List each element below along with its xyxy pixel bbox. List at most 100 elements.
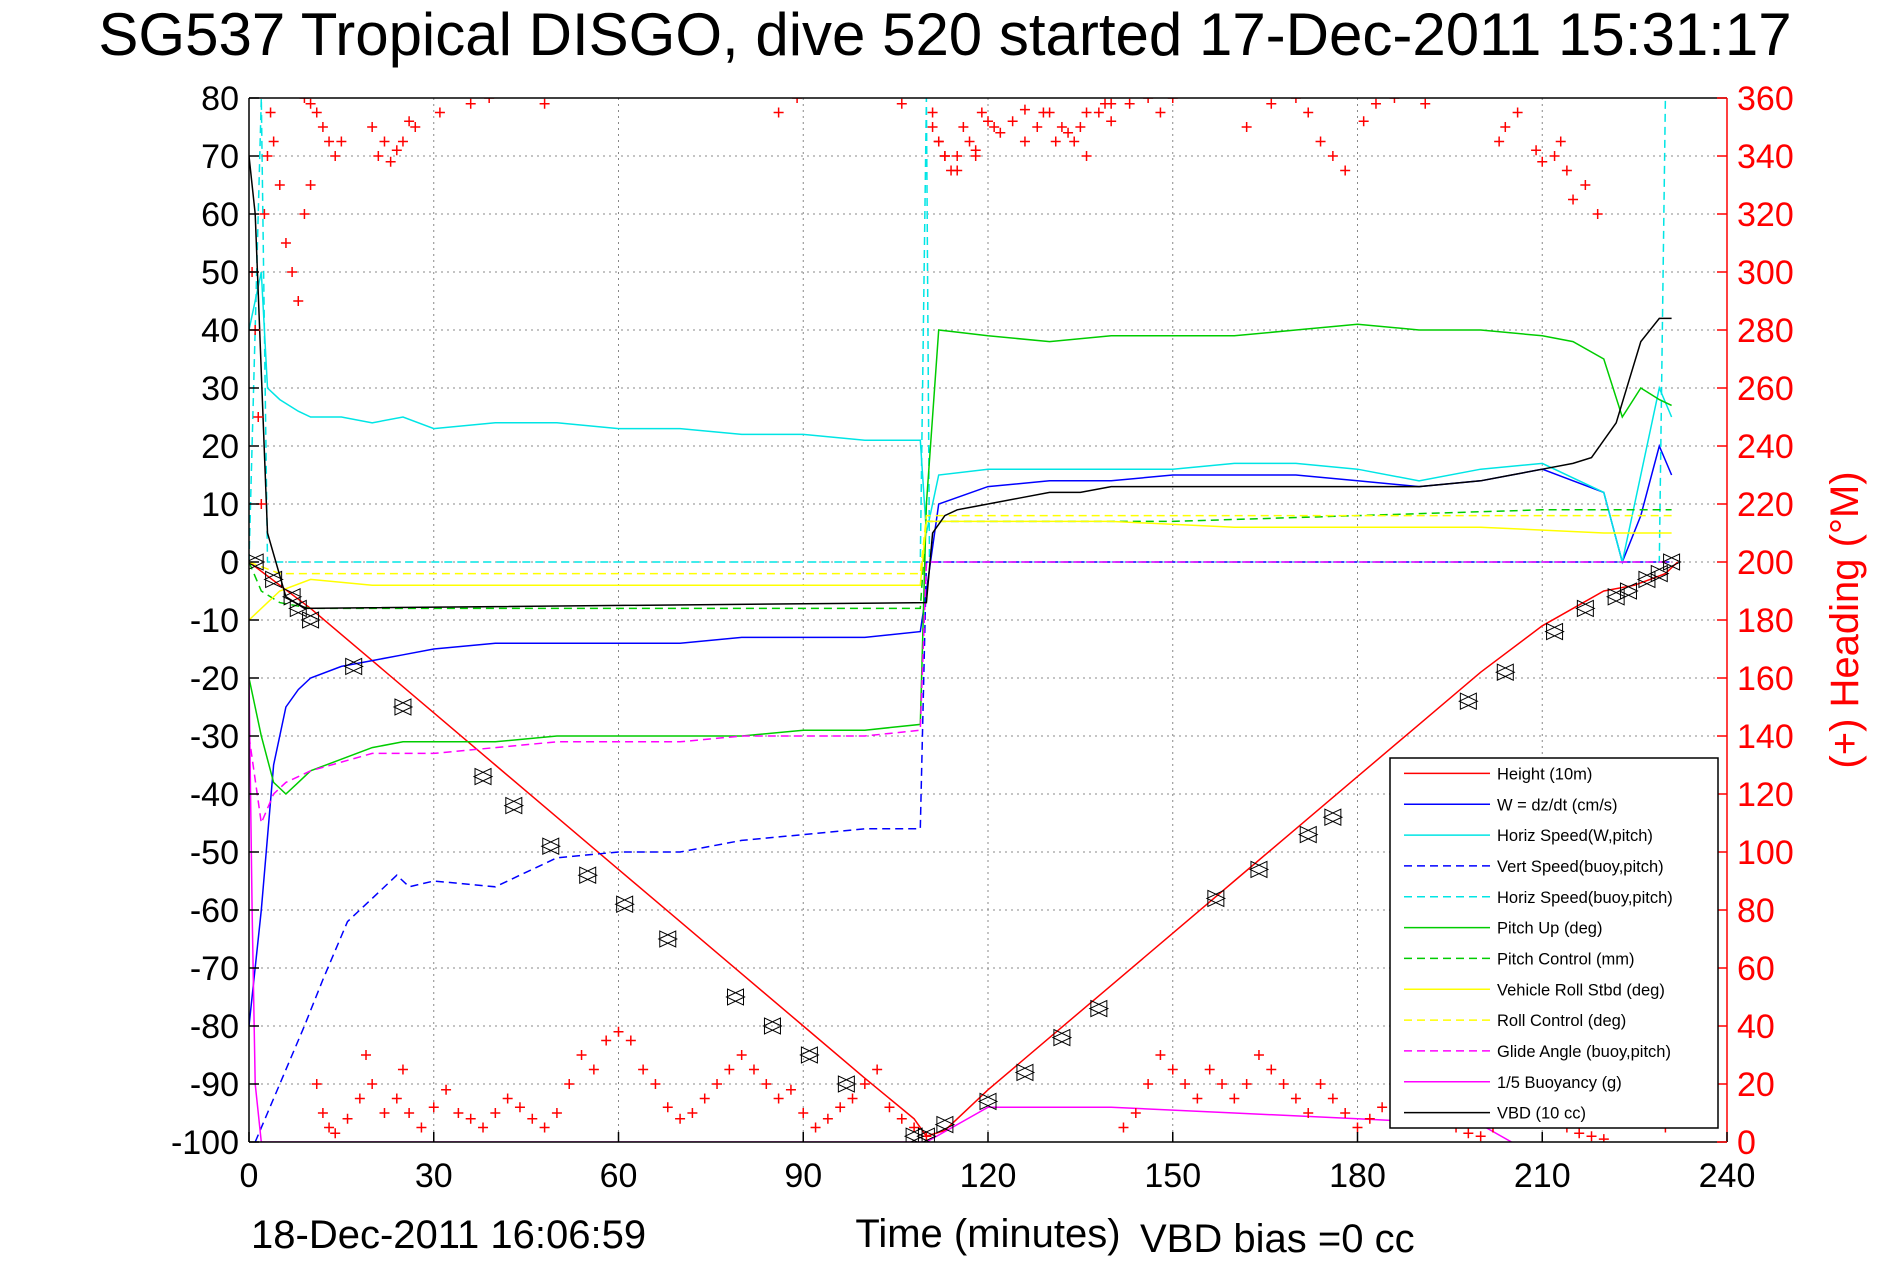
heading-point [367, 122, 378, 132]
heading-point [1266, 98, 1277, 109]
y-tick-label: -90 [190, 1066, 239, 1104]
heading-point [1143, 98, 1154, 103]
legend-label: Height (10m) [1497, 765, 1592, 783]
legend-label: Pitch Control (mm) [1497, 950, 1635, 968]
heading-point [1303, 107, 1314, 118]
heading-point [896, 98, 907, 109]
heading-point [391, 1093, 402, 1104]
heading-point [311, 1079, 322, 1089]
heading-point [299, 209, 310, 219]
x-axis-label: Time (minutes) [855, 1212, 1120, 1256]
glider-marker [1458, 692, 1479, 710]
heading-point [872, 1064, 883, 1075]
heading-point [1081, 107, 1092, 118]
glider-marker [1322, 808, 1344, 826]
heading-point [1050, 136, 1061, 147]
heading-point [1143, 1079, 1154, 1089]
tick-labels: 0 30 60 90 120 150 180 210 24080706050403020100-… [171, 80, 1794, 1195]
glider-marker [1618, 582, 1639, 600]
heading-point [410, 122, 421, 132]
heading-point [1580, 180, 1591, 190]
heading-point [1315, 136, 1326, 147]
heading-point [1586, 1131, 1597, 1142]
heading-point [958, 122, 969, 132]
heading-point [367, 1079, 378, 1089]
series-line [249, 98, 1667, 563]
heading-point [564, 1079, 575, 1089]
heading-point [1266, 1064, 1277, 1075]
heading-point [1192, 1093, 1203, 1104]
heading-point [576, 1050, 587, 1060]
x-tick-label: 240 [1699, 1157, 1756, 1195]
legend-label: W = dz/dt (cm/s) [1497, 796, 1618, 814]
y2-tick-label: 200 [1737, 544, 1794, 582]
heading-point [1549, 151, 1560, 161]
vbd-bias-note: VBD bias =0 cc [1140, 1217, 1415, 1261]
x-tick-label: 180 [1329, 1157, 1386, 1195]
heading-point [976, 107, 987, 118]
glider-marker [1495, 663, 1516, 681]
axes [248, 97, 1728, 1143]
heading-point [1290, 1093, 1301, 1104]
heading-point [385, 156, 396, 167]
heading-point [465, 1113, 476, 1124]
heading-point [293, 296, 304, 306]
heading-point [416, 1122, 427, 1133]
heading-point [502, 1093, 513, 1104]
heading-point [490, 1108, 501, 1118]
heading-point [342, 1113, 353, 1124]
heading-point [1106, 116, 1117, 127]
heading-point [699, 1093, 710, 1104]
heading-point [1389, 98, 1400, 103]
y-tick-label: 40 [201, 312, 239, 350]
heading-point [1327, 151, 1338, 161]
heading-point [1081, 151, 1092, 161]
glider-marker [799, 1046, 820, 1064]
y-tick-label: 30 [201, 370, 239, 408]
right-axis-label: (+) Heading (°M) [1823, 471, 1867, 768]
heading-point [810, 1122, 821, 1133]
glider-marker [1661, 553, 1682, 571]
glider-marker [725, 988, 746, 1006]
heading-point [1038, 107, 1049, 118]
y2-tick-label: 240 [1737, 428, 1794, 466]
heading-point [330, 151, 341, 161]
heading-point [305, 180, 316, 190]
heading-point [964, 136, 975, 147]
heading-point [1598, 1134, 1609, 1142]
glider-marker [614, 895, 635, 913]
x-tick-label: 120 [960, 1157, 1017, 1195]
glider-marker [1014, 1063, 1036, 1082]
heading-point [1229, 1093, 1240, 1104]
y-tick-label: -100 [171, 1124, 239, 1162]
legend-box [1389, 757, 1719, 1129]
heading-point [1352, 1122, 1363, 1133]
heading-point [675, 1113, 686, 1124]
heading-point [1069, 136, 1080, 147]
heading-point [397, 1064, 408, 1075]
heading-point [1278, 1079, 1289, 1089]
heading-point [280, 238, 291, 248]
heading-point [1340, 165, 1351, 176]
heading-point [1019, 136, 1030, 147]
heading-point [434, 107, 445, 118]
heading-point [404, 1108, 415, 1118]
legend-label: Vehicle Roll Stbd (deg) [1497, 981, 1665, 999]
y2-tick-label: 320 [1737, 196, 1794, 234]
glider-markers [249, 553, 1682, 1142]
series-line [249, 561, 1679, 1138]
y-tick-label: -80 [190, 1008, 239, 1046]
heading-point [539, 1122, 550, 1133]
legend-label: Pitch Up (deg) [1497, 920, 1602, 938]
heading-point [317, 122, 328, 132]
y2-tick-label: 300 [1737, 254, 1794, 292]
heading-point [1340, 1108, 1351, 1118]
heading-point [792, 98, 803, 103]
heading-point [1217, 1079, 1228, 1089]
heading-point [939, 151, 950, 161]
heading-point [785, 1084, 796, 1095]
x-tick-label: 90 [784, 1157, 822, 1195]
heading-point [1093, 107, 1104, 118]
heading-point [1561, 165, 1572, 176]
heading-point [330, 1128, 341, 1139]
